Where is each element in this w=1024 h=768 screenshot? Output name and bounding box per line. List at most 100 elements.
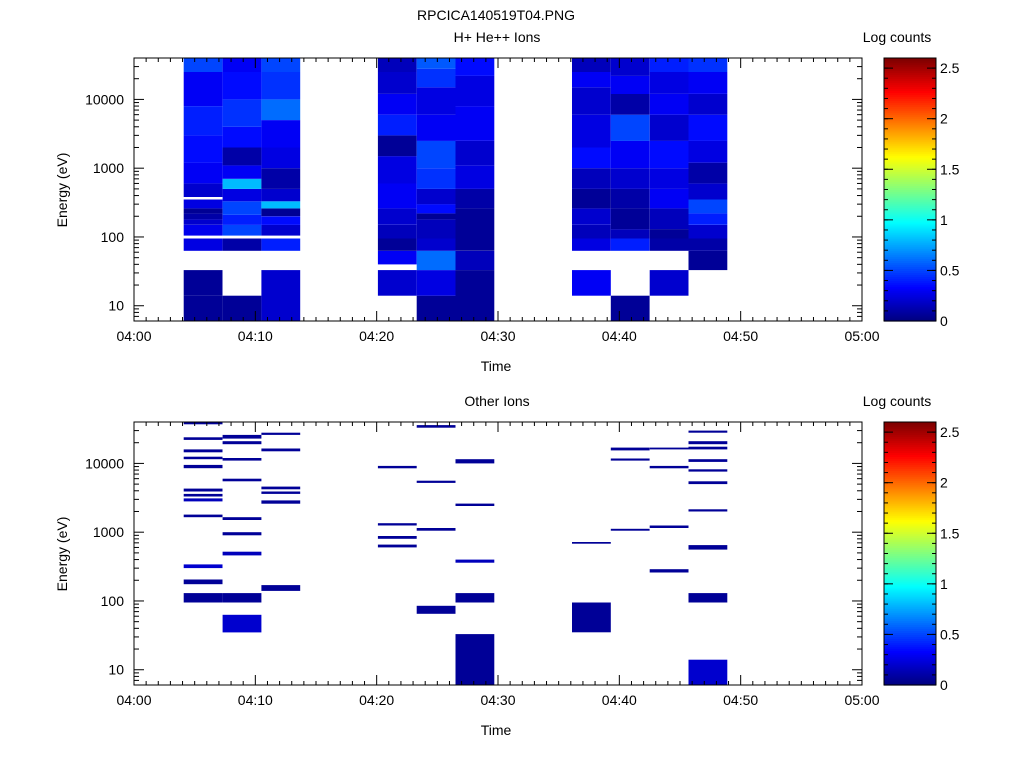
colorbar-band — [884, 527, 936, 530]
colorbar-band — [884, 250, 936, 253]
heatmap-cell — [183, 295, 223, 321]
colorbar-band — [884, 598, 936, 601]
heatmap-cell — [222, 178, 262, 189]
heatmap-cell — [377, 238, 417, 251]
colorbar-tick-label: 0.5 — [940, 262, 960, 278]
x-tick-label: 05:00 — [844, 692, 879, 708]
colorbar-band — [884, 60, 936, 63]
colorbar-tick-label: 2 — [940, 111, 948, 127]
colorbar-band — [884, 116, 936, 120]
heatmap-cell — [261, 147, 301, 169]
colorbar-band — [884, 246, 936, 249]
colorbar-band — [884, 238, 936, 241]
colorbar-band — [884, 260, 936, 263]
heatmap-cell — [377, 224, 417, 239]
colorbar-band — [884, 227, 936, 231]
heatmap-cell — [377, 135, 417, 157]
colorbar-band — [884, 604, 936, 607]
heatmap-cell — [222, 99, 262, 127]
panel-title: Other Ions — [464, 393, 529, 409]
heatmap-cell — [222, 551, 262, 556]
colorbar-band — [884, 248, 936, 251]
colorbar-band — [884, 571, 936, 575]
colorbar-band — [884, 229, 936, 233]
heatmap-cell — [610, 188, 650, 209]
heatmap-cell — [261, 500, 301, 504]
heatmap-cell — [183, 464, 223, 469]
colorbar-band — [884, 535, 936, 538]
heatmap-cell — [688, 659, 728, 685]
colorbar-band — [884, 236, 936, 239]
y-tick-label: 10000 — [85, 455, 124, 471]
colorbar-band — [884, 177, 936, 180]
x-tick-label: 04:20 — [359, 692, 394, 708]
heatmap-cell — [183, 493, 223, 497]
heatmap-cell — [222, 72, 262, 100]
colorbar-band — [884, 102, 936, 106]
colorbar-band — [884, 128, 936, 132]
heatmap-cell — [261, 120, 301, 148]
colorbar-band — [884, 628, 936, 631]
heatmap-cell — [222, 165, 262, 179]
heatmap-cell — [183, 593, 223, 603]
colorbar-band — [884, 272, 936, 276]
colorbar-band — [884, 583, 936, 587]
heatmap-cell — [222, 126, 262, 148]
colorbar-band — [884, 169, 936, 172]
colorbar-band — [884, 225, 936, 229]
colorbar-band — [884, 159, 936, 162]
x-tick-label: 04:10 — [238, 692, 273, 708]
colorbar-band — [884, 191, 936, 195]
colorbar-band — [884, 676, 936, 680]
colorbar-band — [884, 600, 936, 603]
colorbar-band — [884, 474, 936, 478]
colorbar-band — [884, 234, 936, 237]
heatmap-cell — [416, 270, 456, 296]
colorbar-band — [884, 244, 936, 247]
colorbar-band — [884, 132, 936, 136]
heatmap-cell — [688, 213, 728, 225]
heatmap-cell — [261, 99, 301, 121]
colorbar-band — [884, 284, 936, 288]
colorbar-band — [884, 553, 936, 557]
heatmap-cell — [377, 114, 417, 136]
colorbar-band — [884, 521, 936, 524]
colorbar-band — [884, 636, 936, 640]
colorbar-band — [884, 308, 936, 312]
colorbar-band — [884, 294, 936, 298]
colorbar-band — [884, 424, 936, 427]
heatmap-cell — [610, 94, 650, 115]
heatmap-cell — [455, 634, 495, 685]
heatmap-cell — [455, 250, 495, 271]
colorbar-band — [884, 551, 936, 555]
heatmap-cell — [377, 270, 417, 296]
colorbar-band — [884, 302, 936, 306]
colorbar-band — [884, 199, 936, 203]
heatmap-cell — [416, 425, 456, 428]
heatmap-cell — [649, 94, 689, 115]
panel-other-ions: Other Ions Log counts 04:00 04:10 04:20 04:… — [54, 393, 960, 738]
colorbar-band — [884, 195, 936, 199]
colorbar-band — [884, 446, 936, 449]
colorbar-band — [884, 193, 936, 197]
colorbar-band — [884, 231, 936, 235]
colorbar-band — [884, 622, 936, 625]
colorbar-band — [884, 142, 936, 146]
colorbar-band — [884, 585, 936, 589]
colorbar-band — [884, 513, 936, 516]
colorbar-band — [884, 296, 936, 300]
heatmap-cell — [416, 168, 456, 189]
colorbar-band — [884, 450, 936, 453]
colorbar-band — [884, 664, 936, 668]
colorbar-band — [884, 606, 936, 609]
heatmap-cell — [610, 168, 650, 189]
heatmap-cell — [377, 156, 417, 184]
colorbar-band — [884, 440, 936, 443]
colorbar-band — [884, 276, 936, 280]
colorbar-band — [884, 662, 936, 666]
x-tick-label: 05:00 — [844, 328, 879, 344]
colorbar-band — [884, 262, 936, 265]
colorbar-band — [884, 614, 936, 617]
heatmap-cell — [183, 564, 223, 569]
heatmap-cell — [649, 229, 689, 239]
